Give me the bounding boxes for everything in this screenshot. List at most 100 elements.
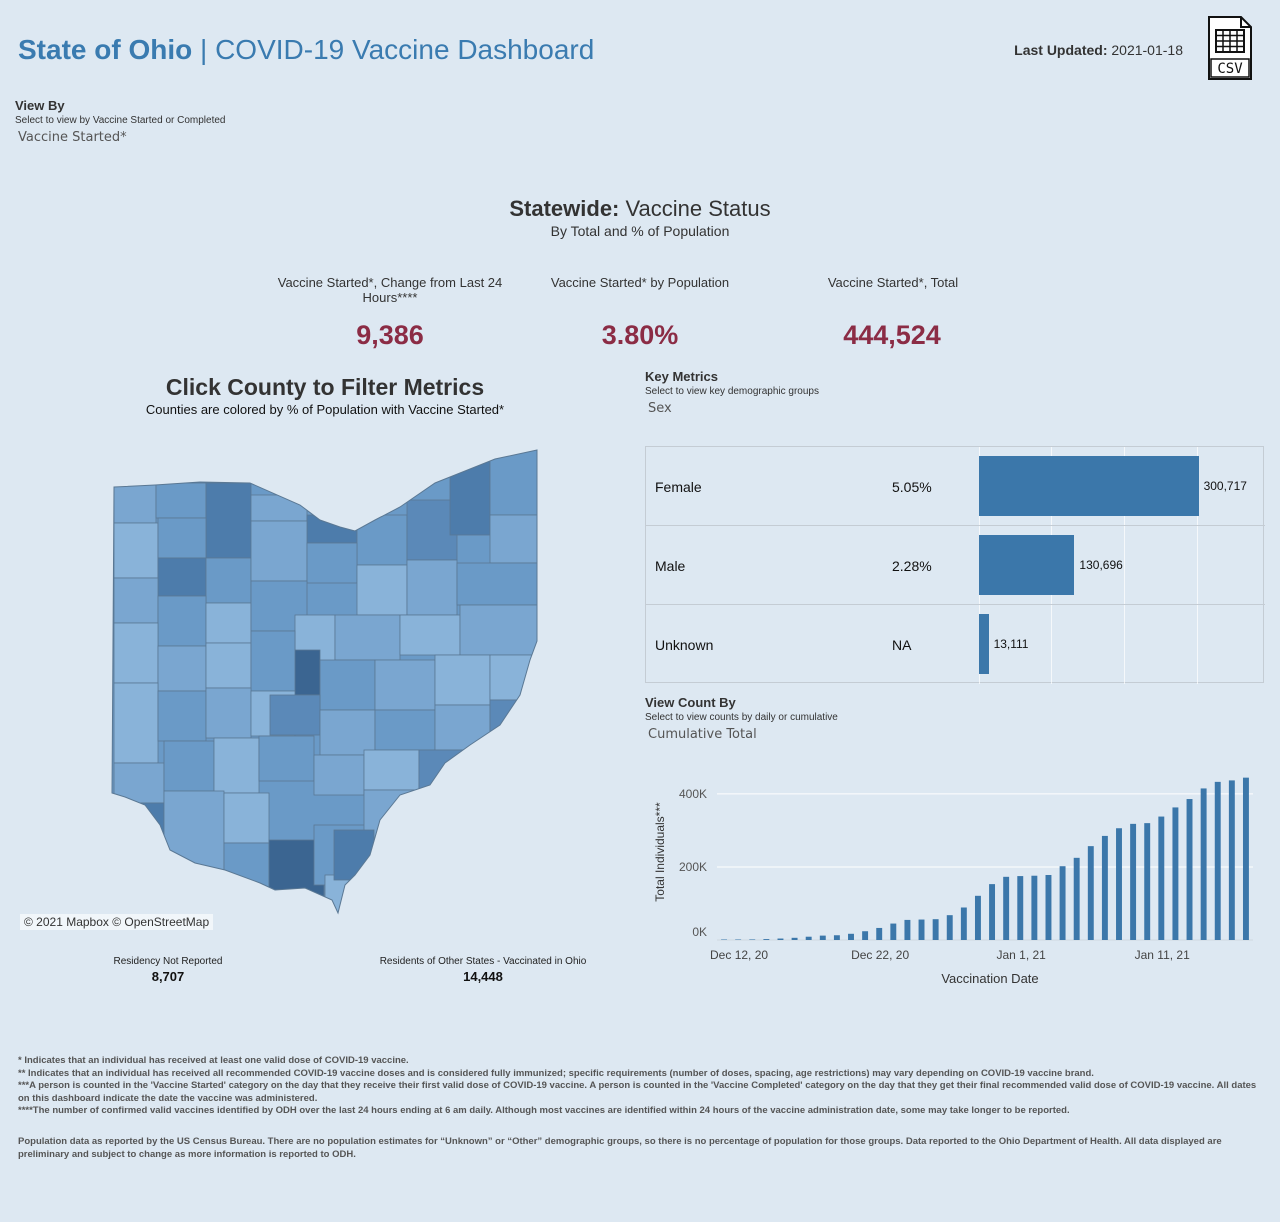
chart-bar[interactable] xyxy=(1073,857,1080,940)
kpi-change-24h-value: 9,386 xyxy=(356,320,424,350)
chart-bars[interactable] xyxy=(721,777,1249,941)
statewide-title-bold: Statewide: xyxy=(509,196,620,221)
metric-pct: 2.28% xyxy=(892,558,932,574)
chart-bar[interactable] xyxy=(1059,866,1066,940)
footnote: ****The number of confirmed valid vaccin… xyxy=(18,1105,1070,1116)
metric-row-female[interactable]: Female 5.05% 300,717 xyxy=(646,447,1265,526)
chart-bar[interactable] xyxy=(1017,876,1024,940)
chart-y-axis: 0K 200K 400K xyxy=(679,787,707,939)
chart-bar[interactable] xyxy=(1144,823,1151,940)
chart-bar[interactable] xyxy=(890,923,897,940)
chart-bar[interactable] xyxy=(932,919,939,940)
chart-bar[interactable] xyxy=(763,939,770,940)
view-by-filter: View By Select to view by Vaccine Starte… xyxy=(15,98,225,145)
other-states-label: Residents of Other States - Vaccinated i… xyxy=(379,956,587,967)
chart-bar[interactable] xyxy=(960,907,967,940)
chart-bar[interactable] xyxy=(1101,835,1108,940)
statewide-title-rest: Vaccine Status xyxy=(619,196,771,221)
chart-bar[interactable] xyxy=(735,939,742,941)
chart-y-tick-label: 400K xyxy=(679,787,707,801)
metric-bar[interactable] xyxy=(979,456,1199,516)
kpi-total: Vaccine Started*, Total xyxy=(793,275,993,290)
chart-bar[interactable] xyxy=(833,935,840,940)
chart-bar[interactable] xyxy=(805,936,812,940)
view-count-title: View Count By xyxy=(645,695,736,710)
last-updated-label: Last Updated: xyxy=(1014,42,1108,58)
chart-bar[interactable] xyxy=(1200,788,1207,940)
chart-x-tick-label: Dec 22, 20 xyxy=(851,948,909,962)
other-states-value: 14,448 xyxy=(463,969,503,984)
footnotes: * Indicates that an individual has recei… xyxy=(18,1055,1263,1118)
vaccination-bar-chart: 0K 200K 400K Dec 12, 20 Dec 22, 20 Jan 1, 21… xyxy=(653,777,1253,986)
kpi-label: Vaccine Started* by Population xyxy=(550,275,730,290)
chart-y-tick-label: 200K xyxy=(679,860,707,874)
metric-row-unknown[interactable]: Unknown NA 13,111 xyxy=(646,605,1265,684)
chart-y-tick-label: 0K xyxy=(692,925,707,939)
map-credit[interactable]: © 2021 Mapbox © OpenStreetMap xyxy=(20,914,214,930)
kpi-by-population-value: 3.80% xyxy=(601,320,679,350)
title-state: State of Ohio xyxy=(18,34,193,65)
key-metrics-filter: Key Metrics Select to view key demograph… xyxy=(645,369,819,416)
chart-x-label: Vaccination Date xyxy=(941,971,1038,986)
map-subtitle: Counties are colored by % of Population … xyxy=(145,402,505,417)
chart-bar[interactable] xyxy=(1003,876,1010,940)
chart-bar[interactable] xyxy=(1214,781,1221,940)
chart-bar[interactable] xyxy=(1186,799,1193,940)
chart-bar[interactable] xyxy=(1130,823,1137,940)
metric-bar[interactable] xyxy=(979,535,1075,595)
residency-not-reported-label: Residency Not Reported xyxy=(113,956,223,967)
metric-count: 13,111 xyxy=(993,637,1029,651)
view-by-select[interactable]: Vaccine Started* xyxy=(18,130,127,145)
chart-y-label: Total Individuals*** xyxy=(653,802,667,902)
view-count-select[interactable]: Cumulative Total xyxy=(648,727,757,742)
chart-bar[interactable] xyxy=(791,937,798,940)
chart-bar[interactable] xyxy=(1116,828,1122,940)
chart-bar[interactable] xyxy=(974,895,981,940)
last-updated-value: 2021-01-18 xyxy=(1111,42,1183,58)
chart-bar[interactable] xyxy=(1031,875,1038,940)
chart-bar[interactable] xyxy=(1228,780,1235,940)
chart-bar[interactable] xyxy=(848,933,854,940)
residency-not-reported-value: 8,707 xyxy=(151,969,185,984)
metric-pct: 5.05% xyxy=(892,479,932,495)
chart-bar[interactable] xyxy=(1172,807,1179,940)
kpi-total-value: 444,524 xyxy=(843,320,941,350)
statewide-title: Statewide: Vaccine Status xyxy=(0,196,1280,222)
title-dashboard: COVID-19 Vaccine Dashboard xyxy=(215,34,595,65)
csv-download-icon[interactable]: CSV xyxy=(1207,15,1253,81)
metric-bar[interactable] xyxy=(979,614,989,674)
view-by-subtitle: Select to view by Vaccine Started or Com… xyxy=(15,115,226,126)
metric-label: Unknown xyxy=(655,637,714,653)
chart-bar[interactable] xyxy=(819,935,826,940)
key-metrics-select[interactable]: Sex xyxy=(648,401,672,416)
chart-bar[interactable] xyxy=(1087,846,1094,940)
chart-bar[interactable] xyxy=(946,915,953,940)
chart-bar[interactable] xyxy=(1242,777,1249,940)
chart-bar[interactable] xyxy=(904,919,911,940)
ohio-county-map[interactable] xyxy=(100,445,550,915)
ohio-outline xyxy=(111,449,538,915)
metric-label: Female xyxy=(655,479,702,495)
footnote: ** Indicates that an individual has rece… xyxy=(18,1067,1094,1079)
key-metrics-title: Key Metrics xyxy=(645,369,718,384)
population-note: Population data as reported by the US Ce… xyxy=(18,1136,1222,1160)
chart-bar[interactable] xyxy=(721,939,728,941)
footnote: * Indicates that an individual has recei… xyxy=(18,1055,409,1066)
key-metrics-subtitle: Select to view key demographic groups xyxy=(645,386,819,397)
chart-bar[interactable] xyxy=(862,931,869,940)
chart-bar[interactable] xyxy=(1158,816,1165,940)
chart-bar[interactable] xyxy=(876,927,883,940)
metric-count: 130,696 xyxy=(1079,558,1123,572)
metric-row-male[interactable]: Male 2.28% 130,696 xyxy=(646,526,1265,605)
chart-bar[interactable] xyxy=(749,939,756,940)
chart-bar[interactable] xyxy=(777,938,784,940)
chart-bar[interactable] xyxy=(989,884,996,940)
other-states-residents: Residents of Other States - Vaccinated i… xyxy=(362,956,604,984)
county-polygons[interactable] xyxy=(100,445,550,915)
chart-x-tick-label: Jan 11, 21 xyxy=(1135,948,1190,962)
residency-not-reported: Residency Not Reported 8,707 xyxy=(68,956,268,984)
chart-bar[interactable] xyxy=(918,919,925,940)
view-by-title: View By xyxy=(15,98,65,113)
chart-x-tick-label: Dec 12, 20 xyxy=(710,948,768,962)
chart-bar[interactable] xyxy=(1045,874,1052,940)
